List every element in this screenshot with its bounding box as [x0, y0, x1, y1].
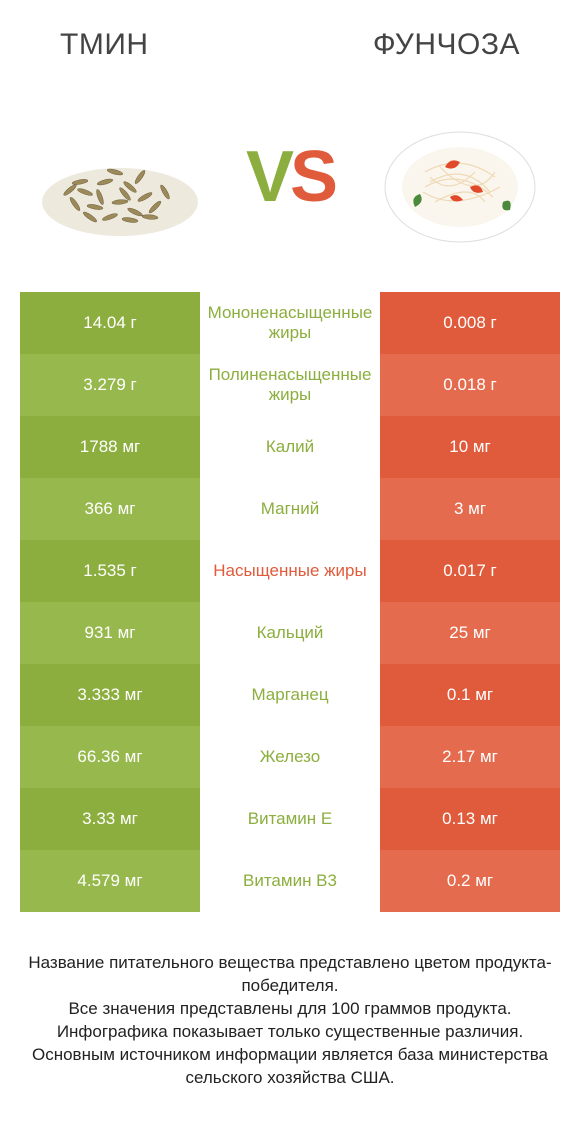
left-product-title: ТМИН — [60, 28, 149, 62]
comparison-header: ТМИН ФУНЧОЗА — [0, 0, 580, 72]
nutrient-row: 1.535 гНасыщенные жиры0.017 г — [20, 540, 560, 602]
nutrient-label: Насыщенные жиры — [200, 540, 380, 602]
right-value: 0.018 г — [380, 354, 560, 416]
nutrient-row: 3.333 мгМарганец0.1 мг — [20, 664, 560, 726]
nutrient-label: Железо — [200, 726, 380, 788]
vs-s: S — [290, 141, 334, 213]
hero-row: VS — [0, 72, 580, 292]
footnote-line: Все значения представлены для 100 граммо… — [25, 998, 555, 1021]
vs-v: V — [246, 141, 290, 213]
nutrient-label: Магний — [200, 478, 380, 540]
nutrient-row: 4.579 мгВитамин B30.2 мг — [20, 850, 560, 912]
right-value: 10 мг — [380, 416, 560, 478]
right-value: 0.2 мг — [380, 850, 560, 912]
nutrient-label: Калий — [200, 416, 380, 478]
left-value: 3.279 г — [20, 354, 200, 416]
cumin-image — [35, 92, 205, 262]
vs-label: VS — [246, 141, 334, 213]
right-value: 0.13 мг — [380, 788, 560, 850]
left-value: 66.36 мг — [20, 726, 200, 788]
nutrient-row: 1788 мгКалий10 мг — [20, 416, 560, 478]
left-value: 1788 мг — [20, 416, 200, 478]
left-value: 14.04 г — [20, 292, 200, 354]
footnote-line: Название питательного вещества представл… — [25, 952, 555, 998]
left-value: 366 мг — [20, 478, 200, 540]
funchoza-image — [375, 92, 545, 262]
right-value: 3 мг — [380, 478, 560, 540]
nutrient-row: 66.36 мгЖелезо2.17 мг — [20, 726, 560, 788]
nutrient-row: 14.04 гМононенасыщенные жиры0.008 г — [20, 292, 560, 354]
nutrient-row: 366 мгМагний3 мг — [20, 478, 560, 540]
left-value: 4.579 мг — [20, 850, 200, 912]
left-value: 3.333 мг — [20, 664, 200, 726]
nutrient-row: 931 мгКальций25 мг — [20, 602, 560, 664]
nutrient-label: Витамин B3 — [200, 850, 380, 912]
nutrient-label: Полиненасыщенные жиры — [200, 354, 380, 416]
nutrient-row: 3.33 мгВитамин E0.13 мг — [20, 788, 560, 850]
left-value: 931 мг — [20, 602, 200, 664]
right-value: 25 мг — [380, 602, 560, 664]
footnote-line: Основным источником информации является … — [25, 1044, 555, 1090]
nutrient-label: Кальций — [200, 602, 380, 664]
left-value: 1.535 г — [20, 540, 200, 602]
footnote-line: Инфографика показывает только существенн… — [25, 1021, 555, 1044]
footnote-block: Название питательного вещества представл… — [0, 912, 580, 1090]
nutrient-row: 3.279 гПолиненасыщенные жиры0.018 г — [20, 354, 560, 416]
right-value: 2.17 мг — [380, 726, 560, 788]
right-value: 0.1 мг — [380, 664, 560, 726]
left-value: 3.33 мг — [20, 788, 200, 850]
nutrient-table: 14.04 гМононенасыщенные жиры0.008 г3.279… — [20, 292, 560, 912]
nutrient-label: Мононенасыщенные жиры — [200, 292, 380, 354]
nutrient-label: Витамин E — [200, 788, 380, 850]
nutrient-label: Марганец — [200, 664, 380, 726]
right-product-title: ФУНЧОЗА — [373, 28, 520, 62]
right-value: 0.017 г — [380, 540, 560, 602]
right-value: 0.008 г — [380, 292, 560, 354]
